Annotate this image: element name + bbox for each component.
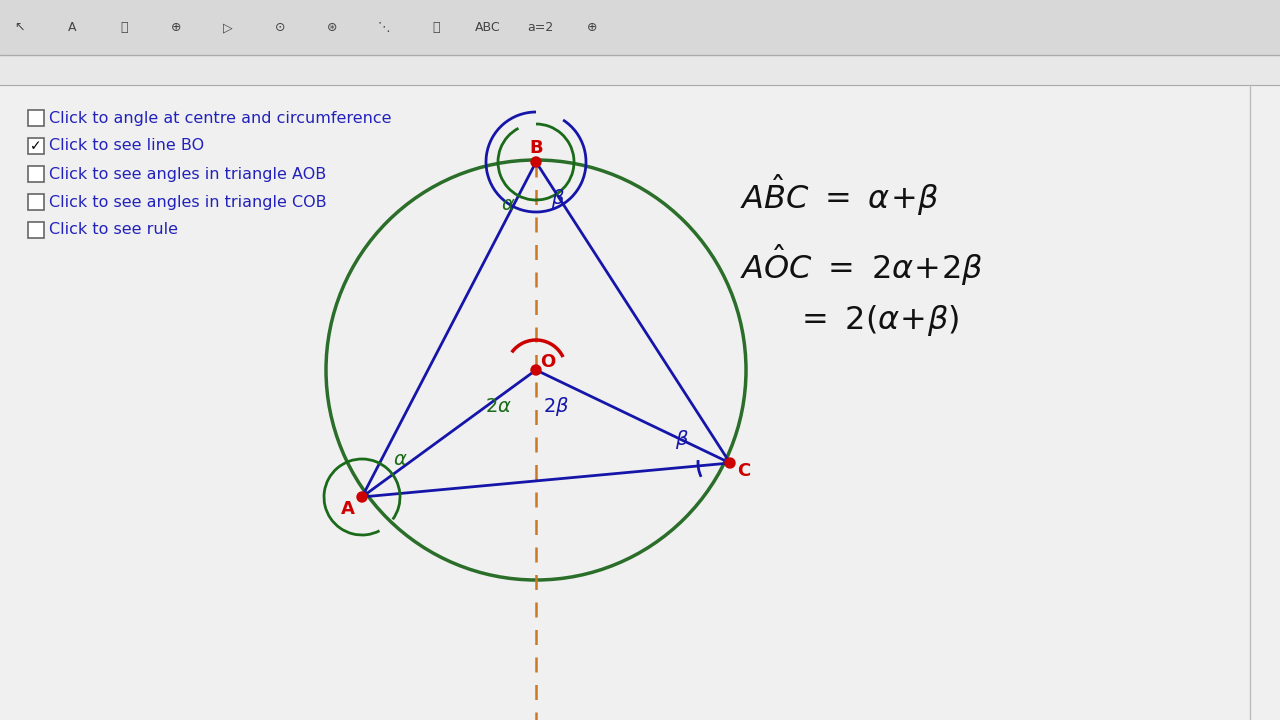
Text: ⊛: ⊛	[326, 21, 337, 34]
Text: ⊙: ⊙	[275, 21, 285, 34]
Text: ⟋: ⟋	[433, 21, 440, 34]
Text: $\alpha$: $\alpha$	[500, 195, 516, 214]
Text: O: O	[540, 353, 556, 371]
Text: a=2: a=2	[527, 21, 553, 34]
Circle shape	[724, 458, 735, 468]
Text: A: A	[340, 500, 355, 518]
Text: ⟋: ⟋	[120, 21, 128, 34]
Text: ⊕: ⊕	[170, 21, 182, 34]
Circle shape	[531, 157, 541, 167]
Text: $\beta$: $\beta$	[552, 187, 564, 210]
Text: $\beta$: $\beta$	[675, 428, 689, 451]
Text: $A\hat{O}C\ =\ 2\alpha\!+\!2\beta$: $A\hat{O}C\ =\ 2\alpha\!+\!2\beta$	[740, 242, 983, 288]
Bar	[0, 0, 1280, 55]
Bar	[28, 166, 44, 182]
Text: Click to see angles in triangle COB: Click to see angles in triangle COB	[49, 194, 326, 210]
Bar	[28, 194, 44, 210]
Text: $=\ 2(\alpha\!+\!\beta)$: $=\ 2(\alpha\!+\!\beta)$	[795, 302, 960, 338]
Circle shape	[531, 365, 541, 375]
Text: Click to see line BO: Click to see line BO	[49, 138, 204, 153]
Text: C: C	[737, 462, 750, 480]
Bar	[28, 222, 44, 238]
Text: A: A	[68, 21, 77, 34]
Text: ✓: ✓	[31, 139, 42, 153]
Bar	[28, 110, 44, 126]
Text: $A\hat{B}C\ =\ \alpha\!+\!\beta$: $A\hat{B}C\ =\ \alpha\!+\!\beta$	[740, 172, 940, 218]
Text: $2\beta$: $2\beta$	[543, 395, 570, 418]
Text: Click to see rule: Click to see rule	[49, 222, 178, 238]
Text: ▷: ▷	[223, 21, 233, 34]
Text: ⋱: ⋱	[378, 21, 390, 34]
Text: B: B	[529, 139, 543, 157]
Text: $\alpha$: $\alpha$	[393, 450, 407, 469]
Text: Click to see angles in triangle AOB: Click to see angles in triangle AOB	[49, 166, 326, 181]
Text: ABC: ABC	[475, 21, 500, 34]
Circle shape	[357, 492, 367, 502]
Text: Click to angle at centre and circumference: Click to angle at centre and circumferen…	[49, 110, 392, 125]
Text: ⊕: ⊕	[586, 21, 598, 34]
Bar	[28, 138, 44, 154]
Text: ↖: ↖	[15, 21, 26, 34]
Bar	[0, 55, 1280, 85]
Text: $2\alpha$: $2\alpha$	[485, 397, 512, 416]
